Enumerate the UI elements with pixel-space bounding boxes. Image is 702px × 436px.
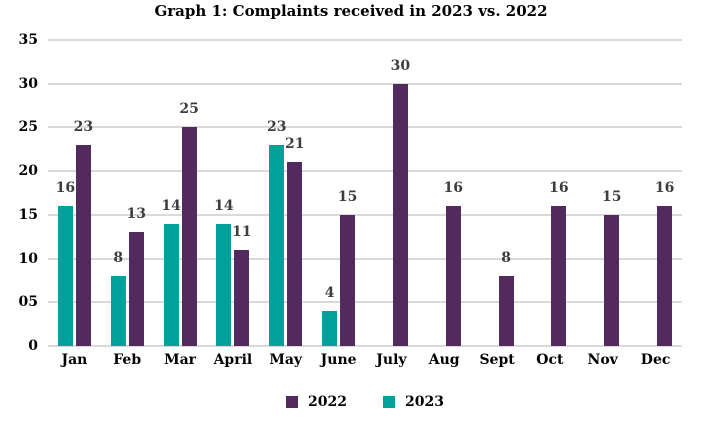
bar-2023-Feb [110,276,126,346]
data-label-2022-July: 30 [390,57,411,74]
bar-2022-Sept [498,276,514,346]
legend: 2022 2023 [48,394,682,410]
ytick-0: 0 [28,338,38,354]
data-label-2022-Oct: 16 [549,180,569,197]
bar-2022-Aug [445,206,461,346]
gridline-10 [48,258,682,260]
ytick-35: 35 [18,32,38,48]
bar-2022-Mar [181,127,197,346]
bar-2022-July [392,83,408,346]
data-label-2023-June: 4 [324,285,335,301]
data-label-2023-Feb: 8 [113,250,124,267]
bar-2023-April [216,223,232,346]
ytick-25: 25 [18,119,38,135]
bar-2022-June [340,214,356,346]
gridline-20 [48,170,682,172]
xlabel-Aug: Aug [428,352,460,368]
legend-item-2022: 2022 [286,394,347,410]
gridline-35 [48,39,682,41]
legend-swatch-2023 [383,396,395,408]
xlabel-Sept: Sept [479,352,515,368]
data-label-2022-Dec: 16 [654,180,675,197]
gridline-05 [48,301,682,303]
data-label-2023-Mar: 14 [161,197,181,214]
bar-2022-April [234,249,250,346]
data-label-2022-Nov: 15 [602,188,622,205]
data-label-2022-Mar: 25 [179,101,199,118]
data-label-2023-April: 14 [214,197,234,214]
data-label-2022-May: 21 [285,136,305,153]
bar-2022-May [287,162,303,346]
xlabel-July: July [376,352,407,368]
data-label-2022-Aug: 16 [443,180,464,197]
xlabel-June: June [320,352,357,368]
xlabel-May: May [269,352,303,368]
data-label-2022-April: 11 [232,223,252,240]
xlabel-Feb: Feb [113,352,142,368]
gridline-25 [48,126,682,128]
data-label-2023-Jan: 16 [55,180,76,197]
bar-2022-Feb [128,232,144,346]
data-label-2022-Feb: 13 [126,206,147,223]
gridline-30 [48,83,682,85]
xlabel-Mar: Mar [164,352,197,368]
gridline-0 [48,345,682,347]
xlabel-Dec: Dec [640,352,671,368]
legend-item-2023: 2023 [383,394,444,410]
bar-2022-Jan [75,144,91,346]
ytick-20: 20 [18,163,38,179]
xlabel-April: April [213,352,253,368]
bar-2022-Dec [657,206,673,346]
bar-2023-June [322,311,338,346]
gridline-15 [48,214,682,216]
chart-title: Graph 1: Complaints received in 2023 vs.… [154,2,548,20]
ytick-10: 10 [18,251,38,267]
bar-2023-Mar [163,223,179,346]
legend-swatch-2022 [286,396,299,408]
bar-2022-Nov [604,214,620,346]
legend-label-2023: 2023 [405,394,444,410]
bar-2023-May [269,144,285,346]
data-label-2022-June: 15 [337,188,358,205]
ytick-15: 15 [18,207,38,223]
xlabel-Oct: Oct [536,352,564,368]
data-label-2022-Jan: 23 [73,118,94,135]
xlabel-Nov: Nov [587,352,618,368]
data-label-2022-Sept: 8 [501,250,511,267]
ytick-30: 30 [18,76,38,92]
bar-2022-Oct [551,206,567,346]
bar-2023-Jan [57,206,73,346]
legend-label-2022: 2022 [308,394,347,410]
xlabel-Jan: Jan [61,352,88,368]
ytick-05: 05 [18,294,38,310]
data-label-2023-May: 23 [267,118,287,135]
